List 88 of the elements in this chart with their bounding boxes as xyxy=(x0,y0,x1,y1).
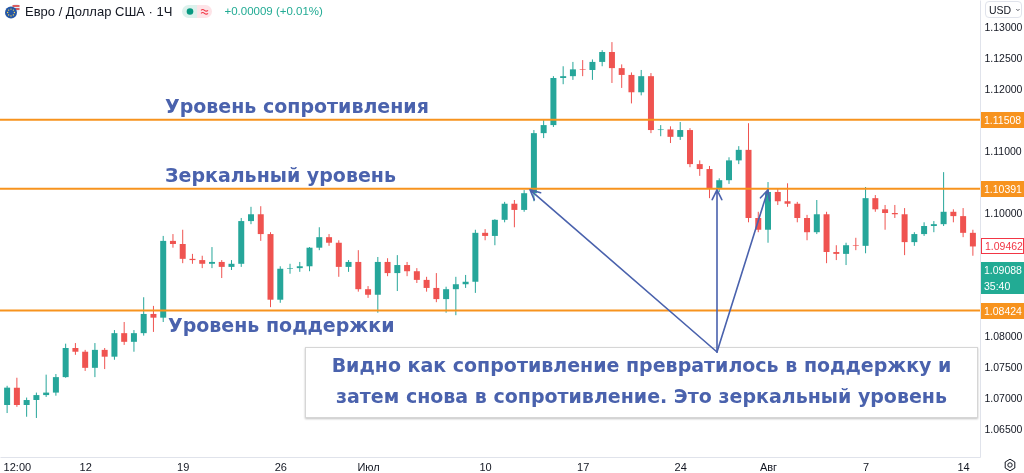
y-tick-label: 1.08000 xyxy=(984,330,1023,343)
annotation: Уровень поддержки xyxy=(168,313,395,336)
candlestick xyxy=(169,233,176,249)
candlestick xyxy=(618,63,625,89)
x-tick-label: Июл xyxy=(357,460,380,473)
candlestick xyxy=(482,228,489,241)
candlestick xyxy=(287,263,294,275)
y-tick-label: 1.11000 xyxy=(984,144,1022,157)
x-tick-label: 12:00 xyxy=(3,460,32,473)
candlestick xyxy=(433,272,440,303)
x-tick-label: 26 xyxy=(274,460,287,473)
candlestick xyxy=(150,305,157,333)
candlestick xyxy=(208,246,215,269)
candlestick xyxy=(140,296,147,337)
x-tick-label: 17 xyxy=(577,460,590,473)
candlestick xyxy=(452,276,459,316)
candlestick xyxy=(882,204,889,231)
text: 1.09088 xyxy=(984,263,1023,279)
candlestick xyxy=(101,347,108,370)
candlestick xyxy=(121,321,128,346)
ref-line-label: 1.10391 xyxy=(981,180,1024,197)
x-tick-label: 19 xyxy=(177,460,190,473)
candlestick xyxy=(706,165,713,199)
candlestick xyxy=(813,199,820,235)
callout-box: Видно как сопротивление превратилось в поддержку и затем снова в сопротивление. Это зеркальный уровень xyxy=(305,347,978,418)
annotation: Уровень сопротивления xyxy=(165,94,429,117)
candlestick xyxy=(13,377,20,408)
dropdown-field: USD xyxy=(985,1,1022,18)
candlestick xyxy=(111,329,118,361)
candlestick xyxy=(316,226,323,251)
candlestick xyxy=(843,242,850,266)
candlestick xyxy=(82,349,89,372)
y-axis-title: USD xyxy=(989,3,1012,16)
y-tick-label: 1.13000 xyxy=(984,20,1023,33)
candlestick xyxy=(579,59,586,77)
candlestick xyxy=(33,392,40,419)
candlestick xyxy=(248,206,254,225)
candlestick xyxy=(511,199,518,228)
candlestick xyxy=(569,61,576,81)
candlestick xyxy=(940,171,947,227)
x-tick-label: 7 xyxy=(863,460,870,473)
y-tick-label: 1.12000 xyxy=(984,82,1023,95)
candlestick xyxy=(969,229,976,257)
x-tick-label: 14 xyxy=(957,460,970,473)
x-tick-label: 12 xyxy=(79,460,92,473)
candlestick xyxy=(521,189,528,213)
candlestick xyxy=(804,214,811,241)
candlestick xyxy=(394,254,401,292)
candlestick xyxy=(404,261,411,277)
candlestick xyxy=(638,69,645,96)
x-tick-label: 10 xyxy=(479,460,492,473)
candlestick xyxy=(52,373,59,397)
candlestick xyxy=(491,218,498,246)
text: 1.09462 xyxy=(981,238,1024,255)
x-tick-label: Авг xyxy=(759,460,778,473)
chart-title: Евро / Доллар США · 1Ч xyxy=(25,3,173,19)
chart-subtitle: +0.00009 (+0.01%) xyxy=(224,5,323,17)
candlestick xyxy=(257,205,264,242)
candlestick xyxy=(326,233,333,247)
candlestick xyxy=(365,285,372,299)
candlestick xyxy=(852,237,859,251)
candlestick xyxy=(628,71,635,104)
candlestick xyxy=(784,182,791,208)
text: 35:40 xyxy=(984,279,1012,295)
candlestick xyxy=(23,397,30,418)
candlestick xyxy=(589,58,596,81)
ref-line-label: 1.08424 xyxy=(981,302,1024,319)
candlestick xyxy=(501,201,508,223)
y-tick-label: 1.06500 xyxy=(984,423,1023,436)
x-tick-label: 24 xyxy=(674,460,687,473)
y-tick-label: 1.07000 xyxy=(984,392,1023,405)
candlestick xyxy=(794,201,801,223)
candlestick xyxy=(306,246,313,272)
annotation: Зеркальный уровень xyxy=(165,163,396,186)
candlestick xyxy=(130,329,137,353)
y-tick-label: 1.12500 xyxy=(984,51,1023,64)
candlestick xyxy=(91,342,98,378)
candlestick xyxy=(608,41,615,84)
candlestick xyxy=(726,156,732,185)
candlestick xyxy=(657,124,664,137)
candlestick xyxy=(443,286,450,314)
ref-line-label: 1.11508 xyxy=(981,111,1024,128)
y-tick-label: 1.07500 xyxy=(984,361,1023,374)
candlestick xyxy=(4,385,11,414)
candlestick xyxy=(930,220,937,233)
candlestick xyxy=(179,229,186,264)
y-tick-label: 1.10000 xyxy=(984,206,1023,219)
candlestick xyxy=(960,207,967,238)
